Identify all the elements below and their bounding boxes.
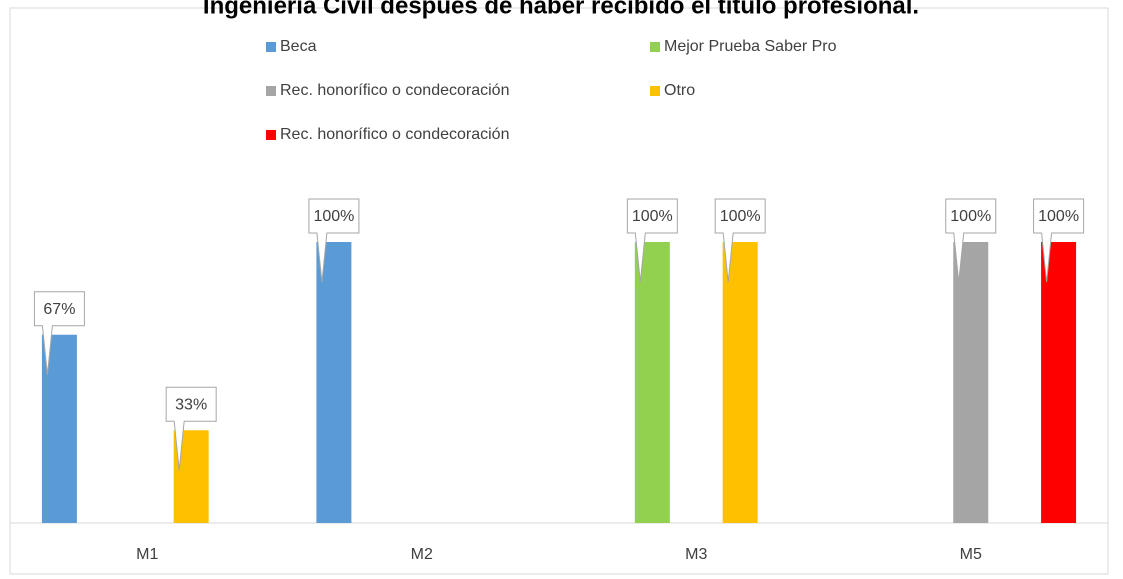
data-label: 100% xyxy=(632,208,673,225)
data-label: 33% xyxy=(175,396,207,413)
bar xyxy=(1041,242,1077,523)
data-label-callout xyxy=(1033,198,1085,283)
bar xyxy=(316,242,352,523)
legend-label: Rec. honorífico o condecoración xyxy=(280,126,509,143)
data-label-callout xyxy=(714,198,766,283)
data-label-callout xyxy=(33,291,85,375)
x-tick-label: M5 xyxy=(960,546,982,563)
data-label-callout xyxy=(165,386,217,471)
legend-swatch xyxy=(650,42,660,52)
data-label: 100% xyxy=(1038,208,1079,225)
x-tick-label: M2 xyxy=(411,546,433,563)
data-label: 100% xyxy=(950,208,991,225)
legend-swatch xyxy=(650,86,660,96)
bar xyxy=(953,242,989,523)
legend-swatch xyxy=(266,86,276,96)
data-label-callout xyxy=(626,198,678,283)
legend-label: Beca xyxy=(280,38,317,55)
x-tick-label: M1 xyxy=(136,546,158,563)
data-label: 100% xyxy=(313,208,354,225)
legend-label: Rec. honorífico o condecoración xyxy=(280,82,509,99)
legend-swatch xyxy=(266,130,276,140)
x-tick-label: M3 xyxy=(685,546,707,563)
bar xyxy=(722,242,758,523)
legend-label: Mejor Prueba Saber Pro xyxy=(664,38,837,55)
legend-swatch xyxy=(266,42,276,52)
bar xyxy=(634,242,670,523)
data-label: 67% xyxy=(43,301,75,318)
chart-title: Ingeniería Civil después de haber recibi… xyxy=(203,0,919,19)
data-label: 100% xyxy=(720,208,761,225)
data-label-callout xyxy=(945,198,997,283)
data-label-callout xyxy=(308,198,360,283)
legend-label: Otro xyxy=(664,82,695,99)
